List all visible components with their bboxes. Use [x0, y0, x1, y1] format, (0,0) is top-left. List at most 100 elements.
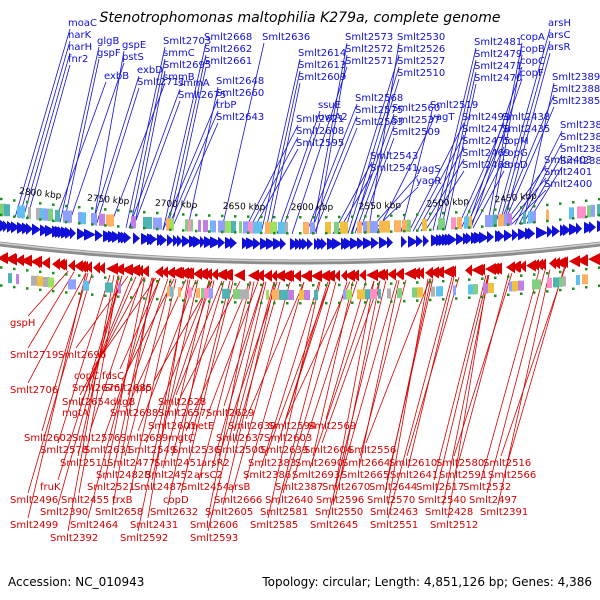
- forward-gene-label: copG: [502, 148, 528, 159]
- forward-gene-label: copM: [502, 136, 529, 147]
- tick-dot: [403, 299, 406, 303]
- tick-dot: [585, 286, 588, 289]
- reverse-gene-arrow: [15, 254, 24, 267]
- reverse-gene-label: Smlt2581: [260, 507, 308, 518]
- reverse-label-line: [167, 280, 215, 506]
- feature-block: [278, 221, 287, 234]
- tick-dot: [156, 227, 159, 231]
- tick-dot: [546, 219, 549, 223]
- reverse-label-line: [339, 280, 381, 481]
- reverse-gene-label: Smlt2549: [128, 445, 176, 456]
- reverse-gene-label: Smlt2696: [58, 350, 106, 361]
- reverse-gene-arrow: [82, 260, 88, 273]
- tick-dot: [195, 229, 198, 233]
- feature-block: [78, 212, 82, 224]
- reverse-gene-arrow: [41, 257, 50, 269]
- feature-block: [394, 220, 401, 233]
- forward-gene-label: Smlt2661: [204, 56, 252, 67]
- tick-dot: [65, 273, 68, 276]
- reverse-gene-label: Smlt2487: [134, 482, 182, 493]
- reverse-label-line: [211, 281, 265, 469]
- reverse-gene-label: Smlt2477: [107, 458, 155, 469]
- tick-dot: [91, 207, 94, 210]
- tick-dot: [234, 301, 237, 304]
- tick-dot: [507, 275, 510, 278]
- tick-dot: [494, 224, 497, 227]
- forward-label-line: [14, 28, 71, 218]
- reverse-gene-label: Smlt2566: [488, 470, 536, 481]
- tick-dot: [143, 227, 146, 230]
- reverse-label-line: [162, 280, 210, 469]
- reverse-gene-label: Smlt2639: [260, 445, 308, 456]
- forward-label-line: [416, 146, 465, 232]
- reverse-gene-label: Smlt2591: [439, 470, 487, 481]
- reverse-gene-label: Smlt2629: [206, 408, 254, 419]
- reverse-gene-arrow: [569, 255, 580, 268]
- tick-dot: [429, 280, 432, 284]
- forward-label-line: [166, 110, 219, 231]
- tick-dot: [78, 274, 81, 277]
- forward-label-line: [518, 142, 563, 225]
- reverse-gene-arrow: [61, 258, 67, 271]
- reverse-gene-label: Smlt2628: [158, 397, 206, 408]
- forward-label-line: [470, 78, 523, 229]
- reverse-gene-label: pip: [136, 383, 151, 394]
- reverse-gene-label: Smlt2532: [463, 482, 511, 493]
- tick-dot: [559, 202, 562, 205]
- feature-block: [523, 211, 526, 224]
- feature-block: [365, 289, 374, 300]
- scale-label: 2550 kbp: [359, 201, 402, 212]
- forward-gene-label: Smlt2711: [137, 77, 185, 88]
- forward-label-line: [472, 170, 505, 229]
- forward-gene-arrow: [167, 234, 174, 247]
- forward-gene-label: smmC: [163, 48, 195, 59]
- feature-block: [518, 280, 524, 291]
- forward-gene-label: arsR: [548, 42, 570, 53]
- tick-dot: [598, 284, 600, 287]
- reverse-gene-arrow: [234, 269, 245, 282]
- reverse-gene-label: Smlt2632: [150, 507, 198, 518]
- tick-dot: [65, 204, 68, 208]
- reverse-gene-label: Smlt2690: [295, 458, 343, 469]
- reverse-gene-arrow: [34, 256, 40, 269]
- reverse-label-line: [332, 279, 398, 506]
- forward-label-line: [170, 122, 219, 231]
- reverse-gene-label: Smlt2455: [61, 495, 109, 506]
- tick-dot: [390, 282, 393, 285]
- feature-block: [131, 216, 136, 229]
- feature-block: [106, 214, 114, 227]
- reverse-gene-arrow: [398, 268, 404, 280]
- reverse-gene-arrow: [287, 270, 294, 282]
- scale-label: 2700 kbp: [155, 199, 198, 211]
- forward-label-line: [494, 28, 551, 227]
- forward-gene-label: yagT: [430, 112, 455, 123]
- feature-block: [378, 288, 381, 299]
- feature-block: [569, 207, 574, 220]
- reverse-gene-arrow: [366, 269, 378, 282]
- reverse-gene-arrow: [226, 269, 233, 281]
- forward-label-line: [315, 54, 348, 234]
- tick-dot: [377, 230, 380, 234]
- forward-label-line: [291, 66, 348, 235]
- reverse-gene-arrow: [74, 260, 83, 273]
- tick-dot: [39, 218, 42, 221]
- reverse-gene-label: Smlt2451: [154, 458, 202, 469]
- forward-label-line: [63, 58, 100, 223]
- forward-label-line: [456, 122, 505, 230]
- tick-dot: [104, 276, 107, 279]
- feature-block: [563, 276, 566, 287]
- forward-gene-arrow: [77, 228, 87, 240]
- forward-label-line: [354, 125, 395, 234]
- feature-block: [243, 221, 250, 234]
- reverse-gene-arrow: [442, 265, 454, 278]
- tick-dot: [286, 302, 289, 305]
- genome-summary-text: Topology: circular; Length: 4,851,126 bp…: [261, 575, 592, 589]
- reverse-gene-label: Smlt2689: [120, 433, 168, 444]
- reverse-label-line: [277, 281, 337, 506]
- forward-gene-label: Smlt2509: [392, 127, 440, 138]
- forward-label-line: [468, 158, 505, 229]
- tick-dot: [78, 222, 81, 225]
- tick-dot: [338, 301, 341, 305]
- feature-block: [272, 289, 281, 300]
- reverse-gene-label: Smlt2428: [425, 507, 473, 518]
